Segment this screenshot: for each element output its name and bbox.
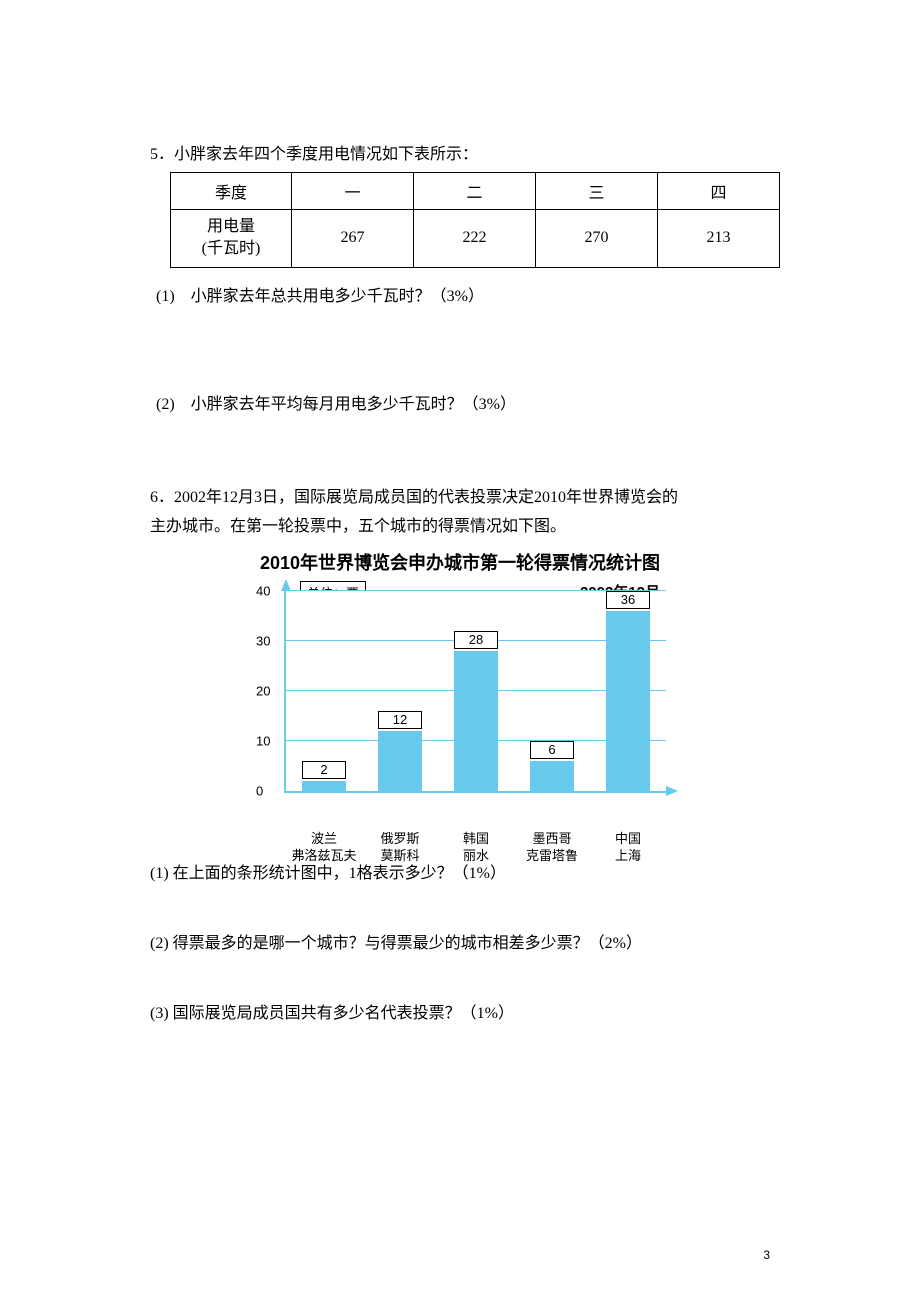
q5-th-4: 四 — [658, 173, 780, 210]
q6-sub2: (2) 得票最多的是哪一个城市？与得票最少的城市相差多少票？（2%） — [150, 929, 770, 953]
q5-th-2: 二 — [414, 173, 536, 210]
q5-th-1: 一 — [292, 173, 414, 210]
y-tick-label: 0 — [256, 784, 263, 799]
bar-value-label: 6 — [530, 741, 574, 759]
x-axis-arrow-icon — [666, 786, 678, 796]
q5-val-2: 222 — [414, 210, 536, 268]
q5-table: 季度 一 二 三 四 用电量 (千瓦时) 267 222 270 213 — [170, 172, 780, 268]
q6-sub3: (3) 国际展览局成员国共有多少名代表投票？（1%） — [150, 999, 770, 1023]
x-category-label: 俄罗斯莫斯科 — [362, 831, 438, 865]
q5-rowlabel: 用电量 (千瓦时) — [171, 210, 292, 268]
y-tick-label: 40 — [256, 584, 270, 599]
q6-intro-l1: 6．2002年12月3日，国际展览局成员国的代表投票决定2010年世界博览会的 — [150, 484, 770, 513]
bar — [606, 611, 650, 791]
bar-value-label: 2 — [302, 761, 346, 779]
bar-chart: 单位：票 2002年12月 波兰弗洛兹瓦夫俄罗斯莫斯科韩国丽水墨西哥克雷塔鲁中国… — [240, 579, 680, 839]
bar-value-label: 28 — [454, 631, 498, 649]
bar — [302, 781, 346, 791]
page-number: 3 — [763, 1248, 770, 1262]
q5-sub1: (1) 小胖家去年总共用电多少千瓦时？（3%） — [156, 282, 770, 306]
q5-th-quarter: 季度 — [171, 173, 292, 210]
bar — [530, 761, 574, 791]
bar-value-label: 12 — [378, 711, 422, 729]
q5-title: 5．小胖家去年四个季度用电情况如下表所示： — [150, 140, 770, 164]
x-category-label: 韩国丽水 — [438, 831, 514, 865]
q5-val-3: 270 — [536, 210, 658, 268]
chart-plot: 波兰弗洛兹瓦夫俄罗斯莫斯科韩国丽水墨西哥克雷塔鲁中国上海 01020304021… — [284, 591, 666, 793]
bar — [378, 731, 422, 791]
x-category-label: 波兰弗洛兹瓦夫 — [286, 831, 362, 865]
q5-sub2: (2) 小胖家去年平均每月用电多少千瓦时？（3%） — [156, 390, 770, 414]
q5-val-4: 213 — [658, 210, 780, 268]
q5-val-1: 267 — [292, 210, 414, 268]
q6-intro-l2: 主办城市。在第一轮投票中，五个城市的得票情况如下图。 — [150, 513, 770, 542]
y-tick-label: 30 — [256, 634, 270, 649]
y-tick-label: 20 — [256, 684, 270, 699]
bar — [454, 651, 498, 791]
y-tick-label: 10 — [256, 734, 270, 749]
chart-title: 2010年世界博览会申办城市第一轮得票情况统计图 — [150, 549, 770, 575]
q5-rowlabel-l2: (千瓦时) — [171, 238, 291, 260]
q5-th-3: 三 — [536, 173, 658, 210]
q5-rowlabel-l1: 用电量 — [171, 216, 291, 238]
bar-value-label: 36 — [606, 591, 650, 609]
x-category-label: 中国上海 — [590, 831, 666, 865]
x-category-label: 墨西哥克雷塔鲁 — [514, 831, 590, 865]
